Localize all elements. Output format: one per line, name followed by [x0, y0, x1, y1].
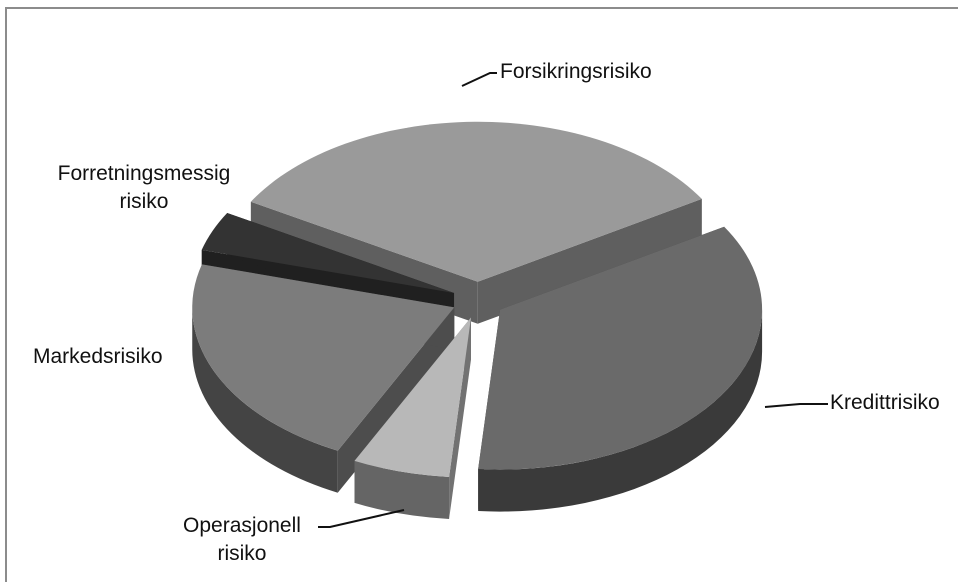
slice-label: Operasjonell risiko [183, 514, 301, 565]
slice-wall [449, 317, 472, 519]
slice-top [478, 226, 763, 470]
pie-slice [478, 226, 763, 512]
leader-line [461, 72, 497, 87]
slice-top [250, 121, 702, 282]
slice-label: Kredittrisiko [830, 391, 940, 414]
slice-top [354, 317, 472, 477]
leader-line [318, 509, 405, 528]
slice-label: Markedsrisiko [33, 345, 163, 368]
slice-top [201, 212, 455, 293]
slice-top [192, 264, 455, 451]
slice-label: Forsikringsrisiko [500, 60, 652, 83]
pie-slice [354, 317, 472, 519]
slice-side [478, 309, 763, 512]
slice-side [192, 307, 338, 493]
slice-side [354, 460, 450, 519]
leader-line [764, 403, 828, 408]
slice-wall [477, 198, 702, 324]
pie [192, 121, 763, 519]
pie-slice [192, 264, 455, 493]
slice-label: Forretningsmessig risiko [57, 162, 231, 213]
leader-lines [318, 72, 828, 528]
